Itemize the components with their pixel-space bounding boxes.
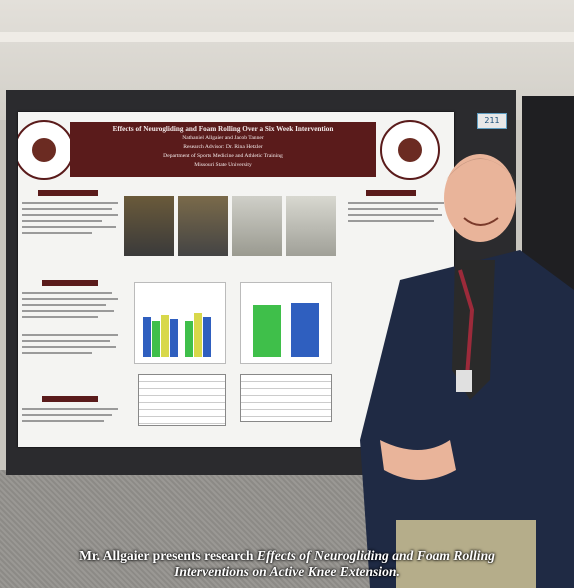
text-line xyxy=(22,208,112,210)
chart-bar xyxy=(253,305,281,357)
poster-authors: Nathaniel Allgaier and Jacob Tanner xyxy=(182,135,264,141)
results-table xyxy=(138,374,226,426)
method-photo xyxy=(232,196,282,256)
lanyard xyxy=(458,269,475,391)
chart-bar xyxy=(291,303,319,357)
face xyxy=(444,154,516,242)
text-line xyxy=(22,220,102,222)
university-seal-right xyxy=(380,120,440,180)
smile xyxy=(463,217,499,226)
university-seal-left xyxy=(18,120,74,180)
text-line xyxy=(348,220,434,222)
name-badge xyxy=(456,370,472,392)
text-line xyxy=(22,420,104,422)
shirt-collar xyxy=(452,260,495,400)
hands xyxy=(380,440,456,480)
caption-prefix: Mr. Allgaier presents research xyxy=(79,548,257,563)
section-header xyxy=(38,190,98,196)
text-line xyxy=(348,202,444,204)
poster-advisor: Research Advisor: Dr. Rina Hetzler xyxy=(183,144,263,150)
method-photo xyxy=(286,196,336,256)
section-header xyxy=(42,396,98,402)
chart-bar xyxy=(161,315,169,357)
hair xyxy=(446,158,516,180)
poster-title-banner: Effects of Neurogliding and Foam Rolling… xyxy=(70,122,376,177)
caption-title-line2: Interventions on Active Knee Extension. xyxy=(174,564,400,579)
chart-bar xyxy=(170,319,178,357)
results-chart-right xyxy=(240,282,332,364)
poster-department: Department of Sports Medicine and Athlet… xyxy=(163,153,283,159)
text-line xyxy=(22,232,92,234)
poster-number: 211 xyxy=(477,113,507,129)
text-line xyxy=(22,214,118,216)
chart-bar xyxy=(194,313,202,357)
text-line xyxy=(22,310,114,312)
wall-stripe xyxy=(0,32,574,42)
text-line xyxy=(22,298,118,300)
text-line xyxy=(22,316,98,318)
method-photo xyxy=(178,196,228,256)
text-line xyxy=(22,304,106,306)
text-line xyxy=(22,414,112,416)
research-poster: Effects of Neurogliding and Foam Rolling… xyxy=(18,112,454,447)
results-table xyxy=(240,374,332,422)
results-chart-left xyxy=(134,282,226,364)
text-line xyxy=(22,352,92,354)
chart-bar xyxy=(203,317,211,357)
chart-bar xyxy=(185,321,193,357)
text-line xyxy=(348,214,442,216)
text-line xyxy=(22,408,118,410)
text-line xyxy=(22,334,118,336)
text-line xyxy=(22,226,116,228)
caption-title-line1: Effects of Neurogliding and Foam Rolling xyxy=(256,548,495,563)
section-header xyxy=(42,280,98,286)
section-header xyxy=(366,190,416,196)
blazer xyxy=(360,250,574,588)
poster-title: Effects of Neurogliding and Foam Rolling… xyxy=(112,125,334,133)
presenter-person xyxy=(360,154,574,588)
text-line xyxy=(22,346,116,348)
text-line xyxy=(22,340,110,342)
text-line xyxy=(348,208,438,210)
text-line xyxy=(22,292,112,294)
method-photo xyxy=(124,196,174,256)
trousers xyxy=(396,520,536,588)
text-line xyxy=(22,202,118,204)
poster-university: Missouri State University xyxy=(194,162,252,168)
chart-bar xyxy=(152,321,160,357)
photo-caption: Mr. Allgaier presents research Effects o… xyxy=(0,548,574,580)
chart-bar xyxy=(143,317,151,357)
